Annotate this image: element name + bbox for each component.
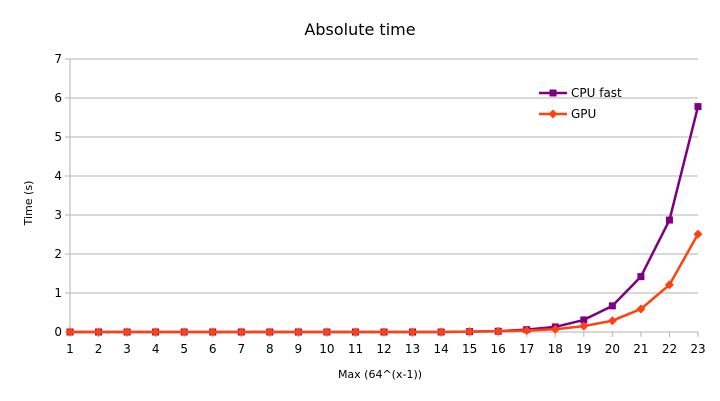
legend-entry-cpu-fast: CPU fast (539, 86, 622, 100)
y-tick-label: 3 (54, 208, 62, 222)
data-point (350, 327, 360, 337)
y-tick-label: 6 (54, 91, 62, 105)
data-point (322, 327, 332, 337)
data-point (550, 324, 560, 334)
data-point (265, 327, 275, 337)
y-tick-label: 2 (54, 247, 62, 261)
data-point (236, 327, 246, 337)
data-point (493, 326, 503, 336)
data-point (465, 327, 475, 337)
y-tick-label: 4 (54, 169, 62, 183)
data-point (636, 304, 646, 314)
x-tick-label: 19 (576, 342, 591, 356)
y-tick-label: 5 (54, 130, 62, 144)
x-tick-label: 17 (519, 342, 534, 356)
data-point (693, 229, 703, 239)
x-tick-label: 8 (266, 342, 274, 356)
data-point (579, 321, 589, 331)
y-tick-labels: 0 1 2 3 4 5 6 7 (54, 52, 62, 339)
legend-label: CPU fast (571, 86, 622, 100)
y-axis-label: Time (s) (22, 181, 35, 227)
data-point (293, 327, 303, 337)
data-point (608, 302, 616, 310)
data-point (408, 327, 418, 337)
x-tick-label: 3 (123, 342, 131, 356)
data-point (94, 327, 104, 337)
x-tick-label: 9 (295, 342, 303, 356)
data-point (522, 325, 532, 335)
x-tick-label: 14 (433, 342, 448, 356)
data-point (151, 327, 161, 337)
x-tick-label: 22 (662, 342, 677, 356)
x-tick-label: 20 (605, 342, 620, 356)
x-tick-label: 16 (491, 342, 506, 356)
data-point (664, 280, 674, 290)
data-point (122, 327, 132, 337)
legend-label: GPU (571, 107, 596, 121)
series-line (70, 106, 700, 334)
x-tick-labels: 1 2 3 4 5 6 7 8 9 10 11 12 13 14 15 16 17 18 19 20 21 22 23 (66, 342, 705, 356)
axes (69, 59, 699, 337)
data-point (637, 273, 645, 281)
x-tick-label: 18 (548, 342, 563, 356)
data-point (65, 327, 75, 337)
legend-entry-gpu: GPU (539, 107, 596, 121)
data-point (208, 327, 218, 337)
legend: CPU fast GPU (539, 86, 622, 121)
y-tick-label: 0 (54, 325, 62, 339)
y-tick-label: 7 (54, 52, 62, 66)
chart-title: Absolute time (304, 20, 415, 39)
gridlines (65, 58, 698, 333)
x-tick-label: 10 (319, 342, 334, 356)
x-tick-label: 21 (633, 342, 648, 356)
y-tick-label: 1 (54, 286, 62, 300)
x-tick-label: 4 (152, 342, 160, 356)
series-gpu (65, 229, 703, 337)
data-point (436, 327, 446, 337)
x-axis-label: Max (64^(x-1)) (338, 368, 422, 381)
data-point (607, 316, 617, 326)
series-layer (65, 103, 703, 337)
data-point (379, 327, 389, 337)
series-line (70, 233, 700, 334)
x-tick-label: 1 (66, 342, 74, 356)
data-point (179, 327, 189, 337)
x-tick-label: 12 (376, 342, 391, 356)
x-tick-label: 23 (690, 342, 705, 356)
data-point (694, 103, 702, 111)
x-tick-label: 11 (348, 342, 363, 356)
series-cpu-fast (66, 103, 702, 336)
x-tick-label: 13 (405, 342, 420, 356)
legend-marker (548, 109, 558, 119)
x-tick-label: 2 (95, 342, 103, 356)
legend-marker (549, 89, 557, 97)
x-tick-label: 7 (237, 342, 245, 356)
data-point (665, 216, 673, 224)
x-tick-label: 6 (209, 342, 217, 356)
x-tick-label: 15 (462, 342, 477, 356)
data-point (580, 316, 588, 324)
x-tick-label: 5 (180, 342, 188, 356)
